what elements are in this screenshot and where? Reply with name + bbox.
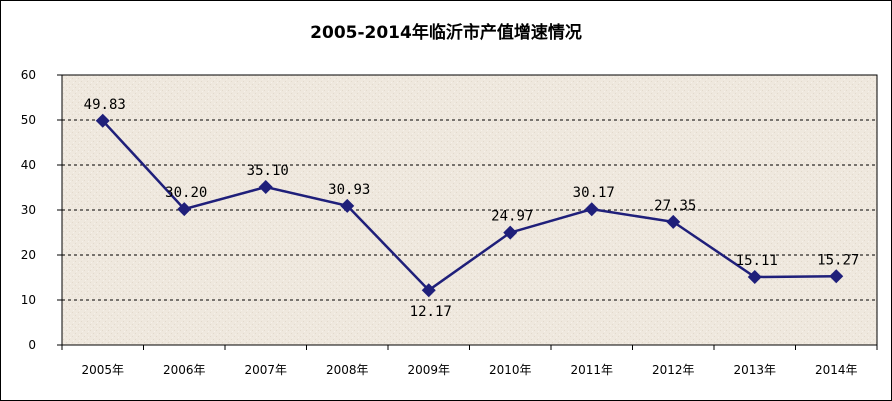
series-line	[101, 119, 837, 292]
x-tick-label: 2014年	[815, 363, 858, 377]
data-point	[421, 283, 436, 298]
x-tick-label: 2008年	[326, 363, 369, 377]
data-point	[829, 269, 844, 284]
data-label: 35.10	[247, 163, 289, 179]
x-tick-label: 2011年	[570, 363, 613, 377]
x-tick-label: 2006年	[163, 363, 206, 377]
data-label: 15.27	[817, 252, 859, 268]
x-tick-label: 2012年	[652, 363, 695, 377]
data-point	[177, 202, 192, 217]
data-point	[747, 270, 762, 285]
y-tick-label: 30	[21, 203, 36, 217]
x-tick-label: 2009年	[407, 363, 450, 377]
data-point	[584, 202, 599, 217]
x-tick-label: 2007年	[244, 363, 287, 377]
grid-lines	[62, 119, 877, 301]
data-label: 24.97	[491, 209, 533, 225]
y-tick-label: 10	[21, 293, 36, 307]
data-point	[95, 113, 110, 128]
y-tick-label: 20	[21, 248, 36, 262]
data-point	[258, 180, 273, 195]
data-point	[503, 225, 518, 240]
data-label: 12.17	[410, 304, 452, 320]
x-tick-label: 2010年	[489, 363, 532, 377]
chart-title: 2005-2014年临沂市产值增速情况	[310, 23, 582, 43]
y-tick-label: 50	[21, 113, 36, 127]
data-label: 15.11	[736, 253, 778, 269]
y-tick-label: 40	[21, 158, 36, 172]
series-markers	[95, 113, 844, 298]
data-label: 30.20	[165, 185, 207, 201]
y-tick-label: 0	[28, 338, 36, 352]
x-tick-label: 2005年	[81, 363, 124, 377]
data-label: 49.83	[84, 97, 126, 113]
data-label: 30.93	[328, 182, 370, 198]
y-axis: 0 10 20 30 40 50 60	[21, 68, 62, 352]
data-labels: 49.83 30.20 35.10 30.93 12.17 24.97 30.17 27.35…	[84, 97, 860, 320]
y-tick-label: 60	[21, 68, 36, 82]
x-axis: 2005年 2006年 2007年 2008年 2009年 2010年 2011年 2012年…	[61, 345, 878, 377]
data-label: 27.35	[654, 198, 696, 214]
x-tick-label: 2013年	[733, 363, 776, 377]
data-label: 30.17	[573, 185, 615, 201]
data-point	[666, 214, 681, 229]
data-point	[340, 198, 355, 213]
